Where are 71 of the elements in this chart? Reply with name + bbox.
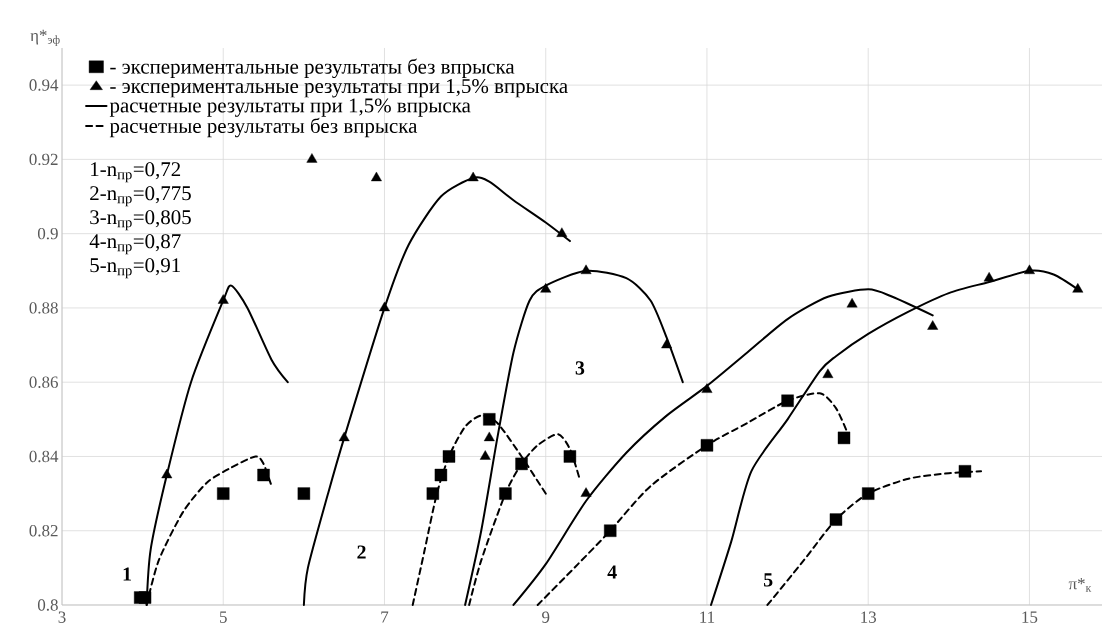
annotation: 2-n$_{пр}$=0,775 xyxy=(90,186,191,207)
point xyxy=(927,320,939,330)
legend-label: - экспериментальные результаты без впрыска xyxy=(110,58,515,79)
point xyxy=(661,338,673,349)
point xyxy=(563,450,577,463)
point xyxy=(442,450,456,463)
y-tick-label: 0.9 xyxy=(37,227,58,240)
point xyxy=(837,431,851,445)
point xyxy=(483,431,495,442)
y-axis-title: η*$_{эф}$ xyxy=(30,29,60,47)
point xyxy=(217,487,230,500)
point xyxy=(499,487,512,500)
annotation: 1 xyxy=(123,567,131,581)
x-tick-label: 5 xyxy=(220,611,227,623)
point xyxy=(983,272,995,282)
x-tick-label: 13 xyxy=(861,611,877,623)
annotation: 3-n$_{пр}$=0,805 xyxy=(90,210,191,231)
point xyxy=(338,431,350,442)
line-series xyxy=(468,433,581,606)
annotation: 3 xyxy=(575,361,585,375)
point xyxy=(846,298,858,308)
y-tick-label: 0.8 xyxy=(37,599,58,611)
point xyxy=(426,487,440,500)
point xyxy=(540,283,552,293)
point xyxy=(556,227,568,237)
point xyxy=(781,394,794,407)
point xyxy=(1072,283,1084,293)
point xyxy=(479,450,491,460)
point xyxy=(379,301,390,312)
annotation: 2 xyxy=(357,545,366,559)
point xyxy=(1024,264,1035,274)
point xyxy=(306,153,318,163)
point xyxy=(515,457,528,471)
point xyxy=(604,524,617,537)
point xyxy=(371,171,382,182)
y-tick-label: 0.84 xyxy=(29,450,59,463)
point xyxy=(862,487,875,500)
point xyxy=(580,264,592,274)
point xyxy=(467,171,479,182)
annotation: 4-n$_{пр}$=0,87 xyxy=(89,234,181,255)
point xyxy=(580,487,592,497)
legend-label: - экспериментальные результаты при 1,5% впрыска xyxy=(110,79,568,98)
point xyxy=(257,468,270,482)
point xyxy=(297,487,311,500)
y-tick-label: 0.88 xyxy=(29,302,58,314)
point xyxy=(138,591,152,604)
x-tick-label: 9 xyxy=(542,611,550,623)
point xyxy=(701,383,713,393)
annotation: 5-n$_{пр}$=0,91 xyxy=(90,258,180,279)
point xyxy=(217,294,229,304)
y-tick-label: 0.82 xyxy=(29,524,58,537)
x-tick-label: 11 xyxy=(700,611,715,623)
annotation: 1-n$_{пр}$=0,72 xyxy=(91,162,181,183)
annotation: 4 xyxy=(607,565,617,579)
point xyxy=(700,439,714,452)
point xyxy=(483,413,496,426)
legend-label: расчетные результаты при 1,5% впрыска xyxy=(109,98,471,117)
x-tick-label: 15 xyxy=(1022,611,1038,623)
point xyxy=(829,513,843,526)
point xyxy=(161,468,173,479)
y-tick-label: 0.86 xyxy=(29,376,58,388)
annotation: 5 xyxy=(763,573,773,587)
point xyxy=(822,368,834,378)
y-tick-label: 0.94 xyxy=(29,79,59,91)
x-tick-label: 3 xyxy=(58,611,66,623)
point xyxy=(434,468,448,482)
legend-label: расчетные результаты без впрыска xyxy=(109,117,418,138)
point xyxy=(958,465,972,478)
x-tick-label: 7 xyxy=(381,611,389,623)
y-tick-label: 0.92 xyxy=(29,153,58,166)
x-axis-title: π*$_{к}$ xyxy=(1068,578,1092,592)
